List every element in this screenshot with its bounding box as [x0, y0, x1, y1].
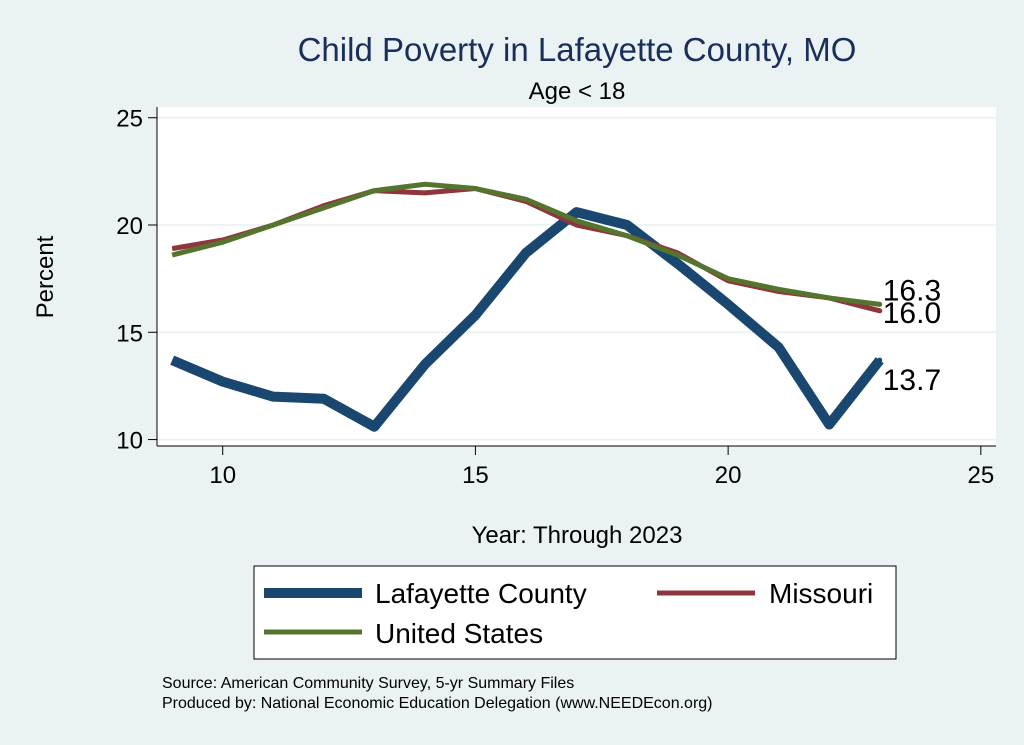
- end-marker-missouri: [877, 308, 883, 314]
- source-note: Source: American Community Survey, 5-yr …: [162, 675, 574, 692]
- legend: Lafayette County Missouri United States: [253, 565, 897, 660]
- x-axis: 10 15 20 25: [157, 445, 996, 489]
- x-tick-label: 25: [967, 462, 994, 489]
- y-tick-label: 10: [116, 428, 143, 455]
- produced-by-note: Produced by: National Economic Education…: [162, 695, 713, 712]
- x-tick-label: 20: [715, 462, 742, 489]
- end-marker-us: [877, 301, 883, 307]
- legend-label-us: United States: [375, 618, 543, 649]
- end-label-lafayette: 13.7: [883, 364, 941, 397]
- end-labels: 13.7 16.016.3: [877, 274, 941, 397]
- series-layer: [170, 181, 884, 432]
- x-tick-label: 10: [209, 462, 236, 489]
- x-axis-title: Year: Through 2023: [472, 522, 683, 549]
- end-label-us: 16.3: [883, 274, 941, 307]
- x-tick-label: 15: [462, 462, 489, 489]
- y-axis: 10 15 20 25: [116, 106, 158, 455]
- y-axis-title: Percent: [32, 235, 59, 318]
- y-tick-label: 25: [116, 106, 143, 133]
- end-label-missouri: 16.0: [883, 297, 941, 330]
- legend-label-lafayette: Lafayette County: [375, 578, 587, 609]
- legend-box: [253, 565, 897, 660]
- chart-title: Child Poverty in Lafayette County, MO: [298, 31, 857, 68]
- legend-label-missouri: Missouri: [769, 578, 873, 609]
- y-tick-label: 20: [116, 213, 143, 240]
- end-marker-lafayette: [877, 357, 883, 363]
- chart-subtitle: Age < 18: [529, 78, 626, 105]
- y-tick-label: 15: [116, 320, 143, 347]
